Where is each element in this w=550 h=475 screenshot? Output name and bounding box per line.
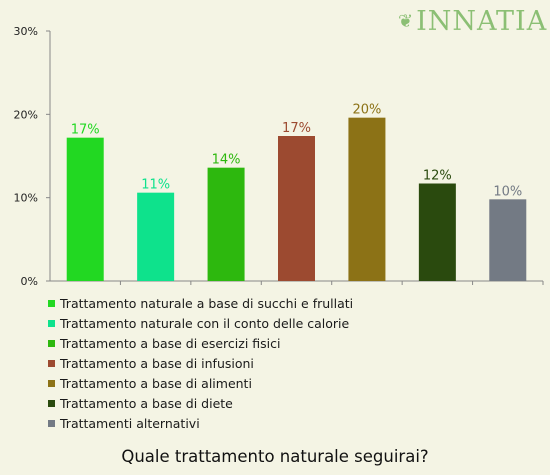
bar[interactable] <box>348 117 386 282</box>
poll-question: Quale trattamento naturale seguirai? <box>121 447 429 466</box>
y-tick-label: 10% <box>14 192 38 205</box>
chart-data-labels: 17% 11% 14% 17% 20% 12% 10% <box>71 103 522 200</box>
bar[interactable] <box>278 136 315 281</box>
bar-data-label: 17% <box>282 121 311 136</box>
legend-swatch <box>48 339 55 347</box>
legend-item: Trattamento a base di diete <box>48 393 353 413</box>
bar[interactable] <box>489 199 527 281</box>
legend-label: Trattamento a base di esercizi fisici <box>60 335 281 351</box>
leaf-left-icon: ❦ <box>398 11 415 32</box>
legend-item: Trattamento a base di alimenti <box>48 373 353 393</box>
innatia-logo[interactable]: ❦ INNATIA <box>396 6 547 37</box>
legend-swatch <box>48 419 55 427</box>
legend-item: Trattamento naturale a base di succhi e … <box>48 293 353 313</box>
chart-axes: 0% 10% 20% 30% <box>14 25 544 288</box>
bar[interactable] <box>207 167 245 281</box>
legend-swatch <box>48 319 55 327</box>
legend-item: Trattamenti alternativi <box>48 413 353 433</box>
bar[interactable] <box>137 192 175 281</box>
legend-swatch <box>48 399 55 407</box>
legend-label: Trattamento naturale a base di succhi e … <box>60 295 354 311</box>
bar[interactable] <box>418 183 456 282</box>
legend-label: Trattamento naturale con il conto delle … <box>60 315 350 331</box>
bar-data-label: 17% <box>71 123 100 138</box>
legend-label: Trattamento a base di diete <box>60 395 233 411</box>
legend-item: Trattamento naturale con il conto delle … <box>48 313 353 333</box>
bar[interactable] <box>66 137 104 281</box>
chart-legend: Trattamento naturale a base di succhi e … <box>48 293 353 433</box>
legend-swatch <box>48 379 55 387</box>
bar-data-label: 11% <box>141 178 170 193</box>
legend-item: Trattamento a base di esercizi fisici <box>48 333 353 353</box>
bar-data-label: 10% <box>493 184 522 199</box>
legend-swatch <box>48 299 55 307</box>
bar-data-label: 12% <box>423 169 452 184</box>
legend-label: Trattamento a base di infusioni <box>60 355 254 371</box>
bar-data-label: 14% <box>212 153 241 168</box>
y-tick-label: 30% <box>14 25 38 38</box>
legend-label: Trattamento a base di alimenti <box>60 375 252 391</box>
bar-data-label: 20% <box>352 103 381 118</box>
legend-item: Trattamento a base di infusioni <box>48 353 353 373</box>
chart-bars <box>66 117 527 282</box>
legend-swatch <box>48 359 55 367</box>
logo-text: INNATIA <box>416 6 548 37</box>
y-tick-label: 0% <box>21 275 38 288</box>
y-tick-label: 20% <box>14 108 38 121</box>
legend-label: Trattamenti alternativi <box>60 415 200 431</box>
